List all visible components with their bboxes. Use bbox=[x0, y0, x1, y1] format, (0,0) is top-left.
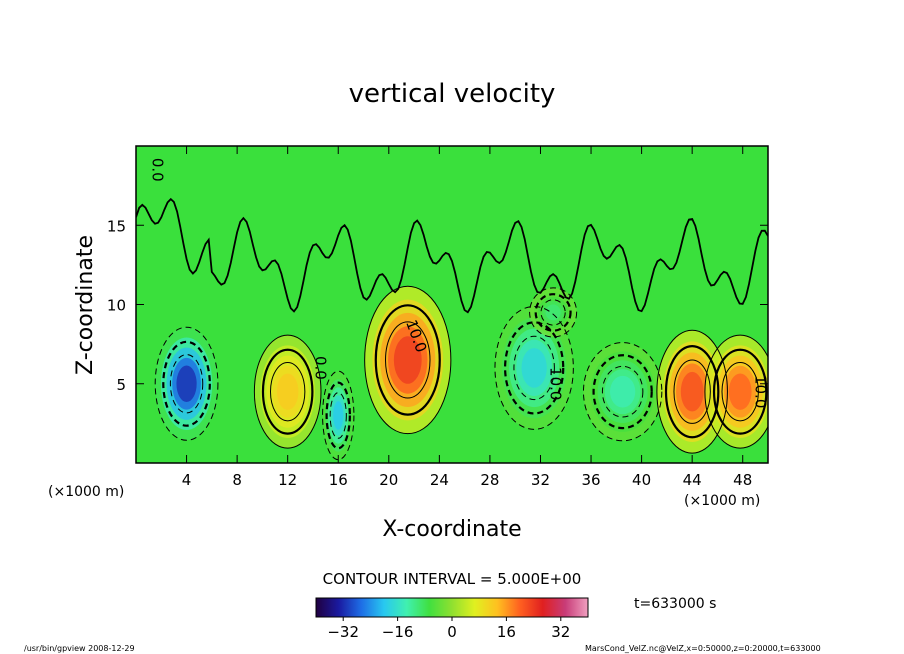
contour-line bbox=[325, 381, 351, 450]
x-tick-label: 32 bbox=[531, 471, 550, 489]
footer-right: MarsCond_VelZ.nc@VelZ,x=0:50000,z=0:2000… bbox=[585, 644, 821, 653]
contour-line bbox=[704, 334, 768, 449]
heatmap-cell bbox=[680, 371, 704, 412]
contour-line bbox=[385, 321, 431, 399]
x-unit-left: (×1000 m) bbox=[48, 484, 124, 500]
colorbar-tick-label: 0 bbox=[447, 623, 457, 641]
x-tick-label: 48 bbox=[733, 471, 752, 489]
contour-line bbox=[364, 285, 452, 435]
y-axis-label: Z-coordinate bbox=[73, 235, 98, 375]
heatmap-feature bbox=[155, 327, 218, 441]
x-tick-label: 8 bbox=[232, 471, 242, 489]
x-tick-label: 44 bbox=[683, 471, 702, 489]
contour-line bbox=[664, 345, 720, 439]
contour-line bbox=[673, 359, 711, 424]
contour-label: 10.0 bbox=[751, 375, 769, 408]
contour-line bbox=[374, 304, 441, 416]
heatmap-feature bbox=[583, 342, 662, 441]
x-tick-label: 16 bbox=[329, 471, 348, 489]
contour-line bbox=[269, 362, 306, 422]
x-tick-label: 20 bbox=[379, 471, 398, 489]
contour-line bbox=[656, 329, 728, 454]
heatmap-cell bbox=[521, 348, 547, 388]
colorbar-ticks: −32 −16 0 16 32 bbox=[327, 617, 570, 641]
contour-line bbox=[154, 326, 219, 441]
contour-label: 10.0 bbox=[547, 367, 565, 400]
x-tick-label: 28 bbox=[480, 471, 499, 489]
heatmap-cell bbox=[176, 365, 197, 402]
contour-line bbox=[534, 293, 572, 332]
colorbar-tick-label: −16 bbox=[382, 623, 414, 641]
colorbar-tick-label: 32 bbox=[551, 623, 570, 641]
heatmap-cell bbox=[728, 373, 752, 410]
time-label: t=633000 s bbox=[634, 596, 716, 612]
x-tick-label: 4 bbox=[182, 471, 192, 489]
heatmap-cell bbox=[276, 373, 299, 410]
heatmap-feature bbox=[494, 306, 574, 430]
colorbar: −32 −16 0 16 32 bbox=[315, 597, 589, 641]
y-tick-label: 5 bbox=[116, 376, 126, 394]
x-tick-label: 40 bbox=[632, 471, 651, 489]
contour-interval-label: CONTOUR INTERVAL = 5.000E+00 bbox=[323, 570, 582, 588]
heatmap-feature bbox=[656, 330, 728, 454]
contour-line bbox=[162, 340, 211, 427]
contour-line bbox=[513, 335, 555, 401]
contour-line bbox=[329, 392, 347, 439]
contour-line bbox=[601, 365, 644, 418]
y-tick-label: 15 bbox=[107, 217, 126, 235]
chart-title: vertical velocity bbox=[349, 79, 556, 109]
y-axis-ticks: 5 10 15 bbox=[107, 217, 768, 394]
x-tick-label: 12 bbox=[278, 471, 297, 489]
contour-line bbox=[253, 334, 322, 449]
heatmap-feature bbox=[254, 335, 321, 449]
contour-label: 0.0 bbox=[148, 158, 166, 182]
y-tick-label: 10 bbox=[107, 297, 126, 315]
contour-line bbox=[540, 299, 566, 326]
colorbar-tick-label: −32 bbox=[327, 623, 359, 641]
contour-line bbox=[494, 305, 574, 430]
footer-left: /usr/bin/gpview 2008-12-29 bbox=[24, 644, 135, 653]
contour-line bbox=[261, 348, 314, 435]
x-tick-label: 24 bbox=[430, 471, 449, 489]
x-tick-label: 36 bbox=[581, 471, 600, 489]
heatmap-feature bbox=[364, 286, 451, 434]
colorbar-tick-label: 16 bbox=[497, 623, 516, 641]
contour-line bbox=[721, 362, 759, 422]
colorbar-gradient bbox=[315, 597, 589, 618]
zero-contour bbox=[136, 197, 768, 314]
contour-line bbox=[582, 342, 663, 442]
contour-line bbox=[712, 348, 768, 435]
plot-area: 10.010.0 10.00.00.0 bbox=[136, 146, 769, 463]
contour-line bbox=[322, 370, 355, 461]
heatmap-cell bbox=[393, 336, 422, 384]
x-axis-label: X-coordinate bbox=[382, 517, 521, 542]
contour-line bbox=[592, 354, 653, 430]
x-axis-ticks: 4 8 12 16 20 24 28 32 36 40 44 48 bbox=[182, 146, 752, 489]
heatmap-cell bbox=[610, 375, 636, 408]
contour-line bbox=[503, 321, 565, 415]
contour-line bbox=[529, 287, 578, 338]
contour-line bbox=[169, 354, 204, 414]
contour-label: 0.0 bbox=[311, 356, 329, 380]
contour-layer: 10.010.0 10.00.00.0 bbox=[136, 158, 769, 461]
heatmap-cell bbox=[545, 304, 561, 321]
x-unit-right: (×1000 m) bbox=[684, 493, 760, 509]
heatmap-cell bbox=[333, 401, 344, 430]
